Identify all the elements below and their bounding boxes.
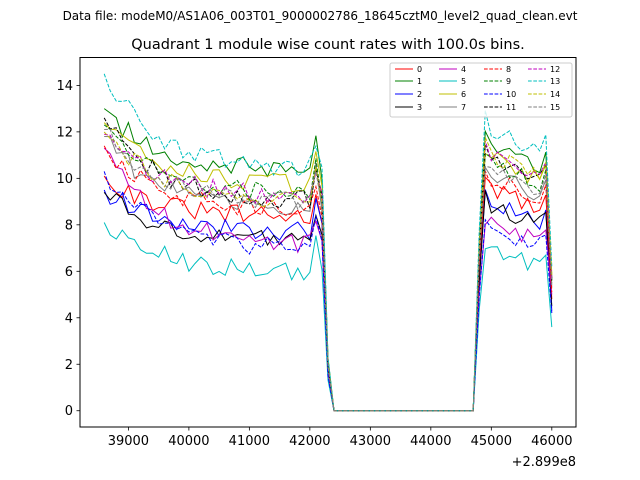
plot-frame: [79, 57, 577, 428]
series-line-0: [103, 175, 553, 412]
series-line-6: [103, 122, 553, 412]
figure-suptitle: Data file: modeM0/AS1A06_003T01_90000027…: [63, 9, 578, 23]
series-line-5: [103, 222, 553, 412]
legend-label-7: 7: [461, 103, 466, 112]
plot-lines: [103, 73, 553, 412]
legend-label-9: 9: [506, 77, 511, 86]
x-tick-label: 45000: [471, 434, 512, 449]
series-line-13: [103, 73, 553, 412]
series-line-3: [103, 190, 553, 412]
legend-label-6: 6: [461, 90, 466, 99]
y-axis: 0 2 4 6 8 10 12 14: [56, 79, 80, 419]
legend-label-3: 3: [417, 103, 422, 112]
y-tick-label: 10: [56, 172, 73, 187]
legend-label-15: 15: [550, 103, 560, 112]
x-tick-label: 41000: [229, 434, 270, 449]
legend-label-2: 2: [417, 90, 422, 99]
legend-label-8: 8: [506, 65, 511, 74]
y-tick-label: 14: [56, 79, 73, 94]
series-line-14: [103, 131, 553, 412]
legend-label-12: 12: [550, 65, 560, 74]
series-line-4: [103, 147, 553, 412]
y-tick-label: 0: [65, 404, 73, 419]
legend-label-0: 0: [417, 65, 422, 74]
y-tick-label: 4: [65, 311, 73, 326]
x-tick-label: 44000: [410, 434, 451, 449]
y-tick-label: 2: [65, 358, 73, 373]
x-tick-label: 39000: [108, 434, 149, 449]
y-tick-label: 8: [65, 218, 73, 233]
legend-label-10: 10: [506, 90, 516, 99]
x-offset-label: +2.899e8: [512, 455, 576, 470]
series-line-7: [104, 136, 553, 412]
y-tick-label: 6: [65, 265, 73, 280]
legend-label-4: 4: [461, 65, 466, 74]
legend-label-1: 1: [417, 77, 422, 86]
x-axis: 39000 40000 41000 42000 43000 44000 45000 46000: [108, 427, 572, 449]
x-tick-label: 40000: [168, 434, 209, 449]
legend-label-13: 13: [550, 77, 560, 86]
y-tick-label: 12: [56, 125, 73, 140]
series-line-12: [104, 133, 553, 412]
series-line-10: [103, 171, 553, 412]
legend-label-5: 5: [461, 77, 466, 86]
series-line-8: [103, 145, 553, 412]
legend-box: [389, 62, 573, 118]
chart-title: Quadrant 1 module wise count rates with …: [131, 37, 525, 53]
series-line-15: [104, 128, 553, 412]
x-tick-label: 42000: [289, 434, 330, 449]
legend-label-14: 14: [550, 90, 560, 99]
x-tick-label: 43000: [350, 434, 391, 449]
series-line-11: [103, 117, 553, 412]
x-tick-label: 46000: [531, 434, 572, 449]
legend-label-11: 11: [506, 103, 516, 112]
